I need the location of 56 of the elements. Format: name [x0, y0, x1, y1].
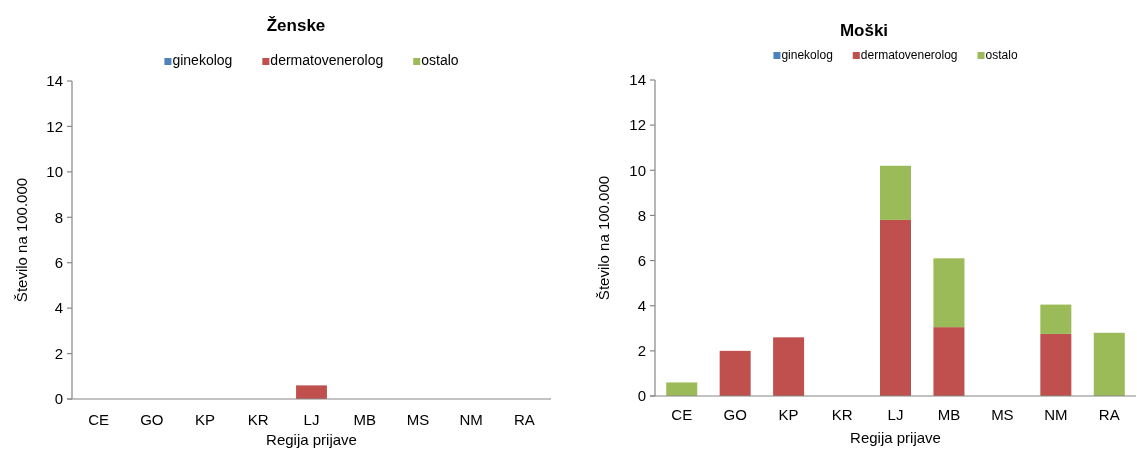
- chart-title: Ženske: [266, 16, 326, 35]
- y-tick-label: 12: [46, 117, 63, 135]
- legend-label: ginekolog: [781, 48, 833, 62]
- y-tick-label: 4: [54, 299, 63, 317]
- x-tick-label: KP: [778, 406, 799, 423]
- legend-label: ginekolog: [172, 52, 233, 68]
- x-tick-label: RA: [513, 411, 535, 428]
- bar: [1040, 304, 1072, 334]
- y-tick-label: 14: [629, 71, 646, 89]
- y-tick-label: 8: [54, 208, 63, 226]
- bar: [933, 258, 965, 328]
- x-tick-label: KR: [247, 411, 269, 428]
- y-tick-label: 2: [637, 342, 646, 360]
- bar: [666, 382, 698, 396]
- y-tick-label: 4: [637, 296, 646, 314]
- x-tick-label: KP: [195, 411, 216, 428]
- bar: [933, 327, 965, 396]
- x-tick-label: GO: [140, 411, 164, 428]
- bar: [880, 219, 911, 396]
- y-tick-label: 0: [54, 390, 63, 408]
- y-tick-label: 2: [54, 344, 63, 362]
- x-tick-label: LJ: [887, 406, 904, 423]
- y-tick-label: 10: [46, 163, 63, 181]
- bar: [773, 337, 805, 396]
- legend-label: dermatovenerolog: [270, 52, 384, 68]
- y-tick-label: 6: [637, 251, 646, 269]
- x-tick-label: MS: [406, 411, 430, 428]
- x-tick-label: KR: [831, 406, 853, 423]
- x-tick-label: RA: [1098, 406, 1120, 423]
- y-axis-title: Število na 100.000: [595, 175, 613, 301]
- bar: [1040, 333, 1072, 396]
- bar: [719, 350, 751, 396]
- x-tick-label: NM: [1044, 406, 1068, 423]
- x-tick-label: MS: [991, 406, 1014, 423]
- x-tick-label: CE: [671, 406, 693, 423]
- y-tick-label: 12: [629, 116, 646, 134]
- y-axis-title: Število na 100.000: [13, 177, 31, 303]
- x-tick-label: MB: [937, 406, 961, 423]
- x-tick-label: LJ: [303, 411, 320, 428]
- x-tick-label: MB: [353, 411, 376, 428]
- legend-label: ostalo: [985, 48, 1018, 62]
- bar: [880, 165, 911, 220]
- y-tick-label: 14: [46, 72, 63, 90]
- legend-label: dermatovenerolog: [860, 48, 958, 62]
- y-tick-label: 8: [637, 206, 646, 224]
- y-tick-label: 6: [54, 253, 63, 271]
- x-axis-title: Regija prijave: [266, 431, 357, 448]
- y-tick-label: 0: [637, 387, 646, 405]
- x-tick-label: GO: [723, 406, 747, 423]
- chart-title: Moški: [839, 21, 889, 40]
- x-axis-title: Regija prijave: [850, 429, 941, 446]
- legend-label: ostalo: [421, 52, 459, 68]
- bar: [1093, 332, 1125, 396]
- x-tick-label: NM: [459, 411, 483, 428]
- x-tick-label: CE: [88, 411, 110, 428]
- y-tick-label: 10: [629, 161, 646, 179]
